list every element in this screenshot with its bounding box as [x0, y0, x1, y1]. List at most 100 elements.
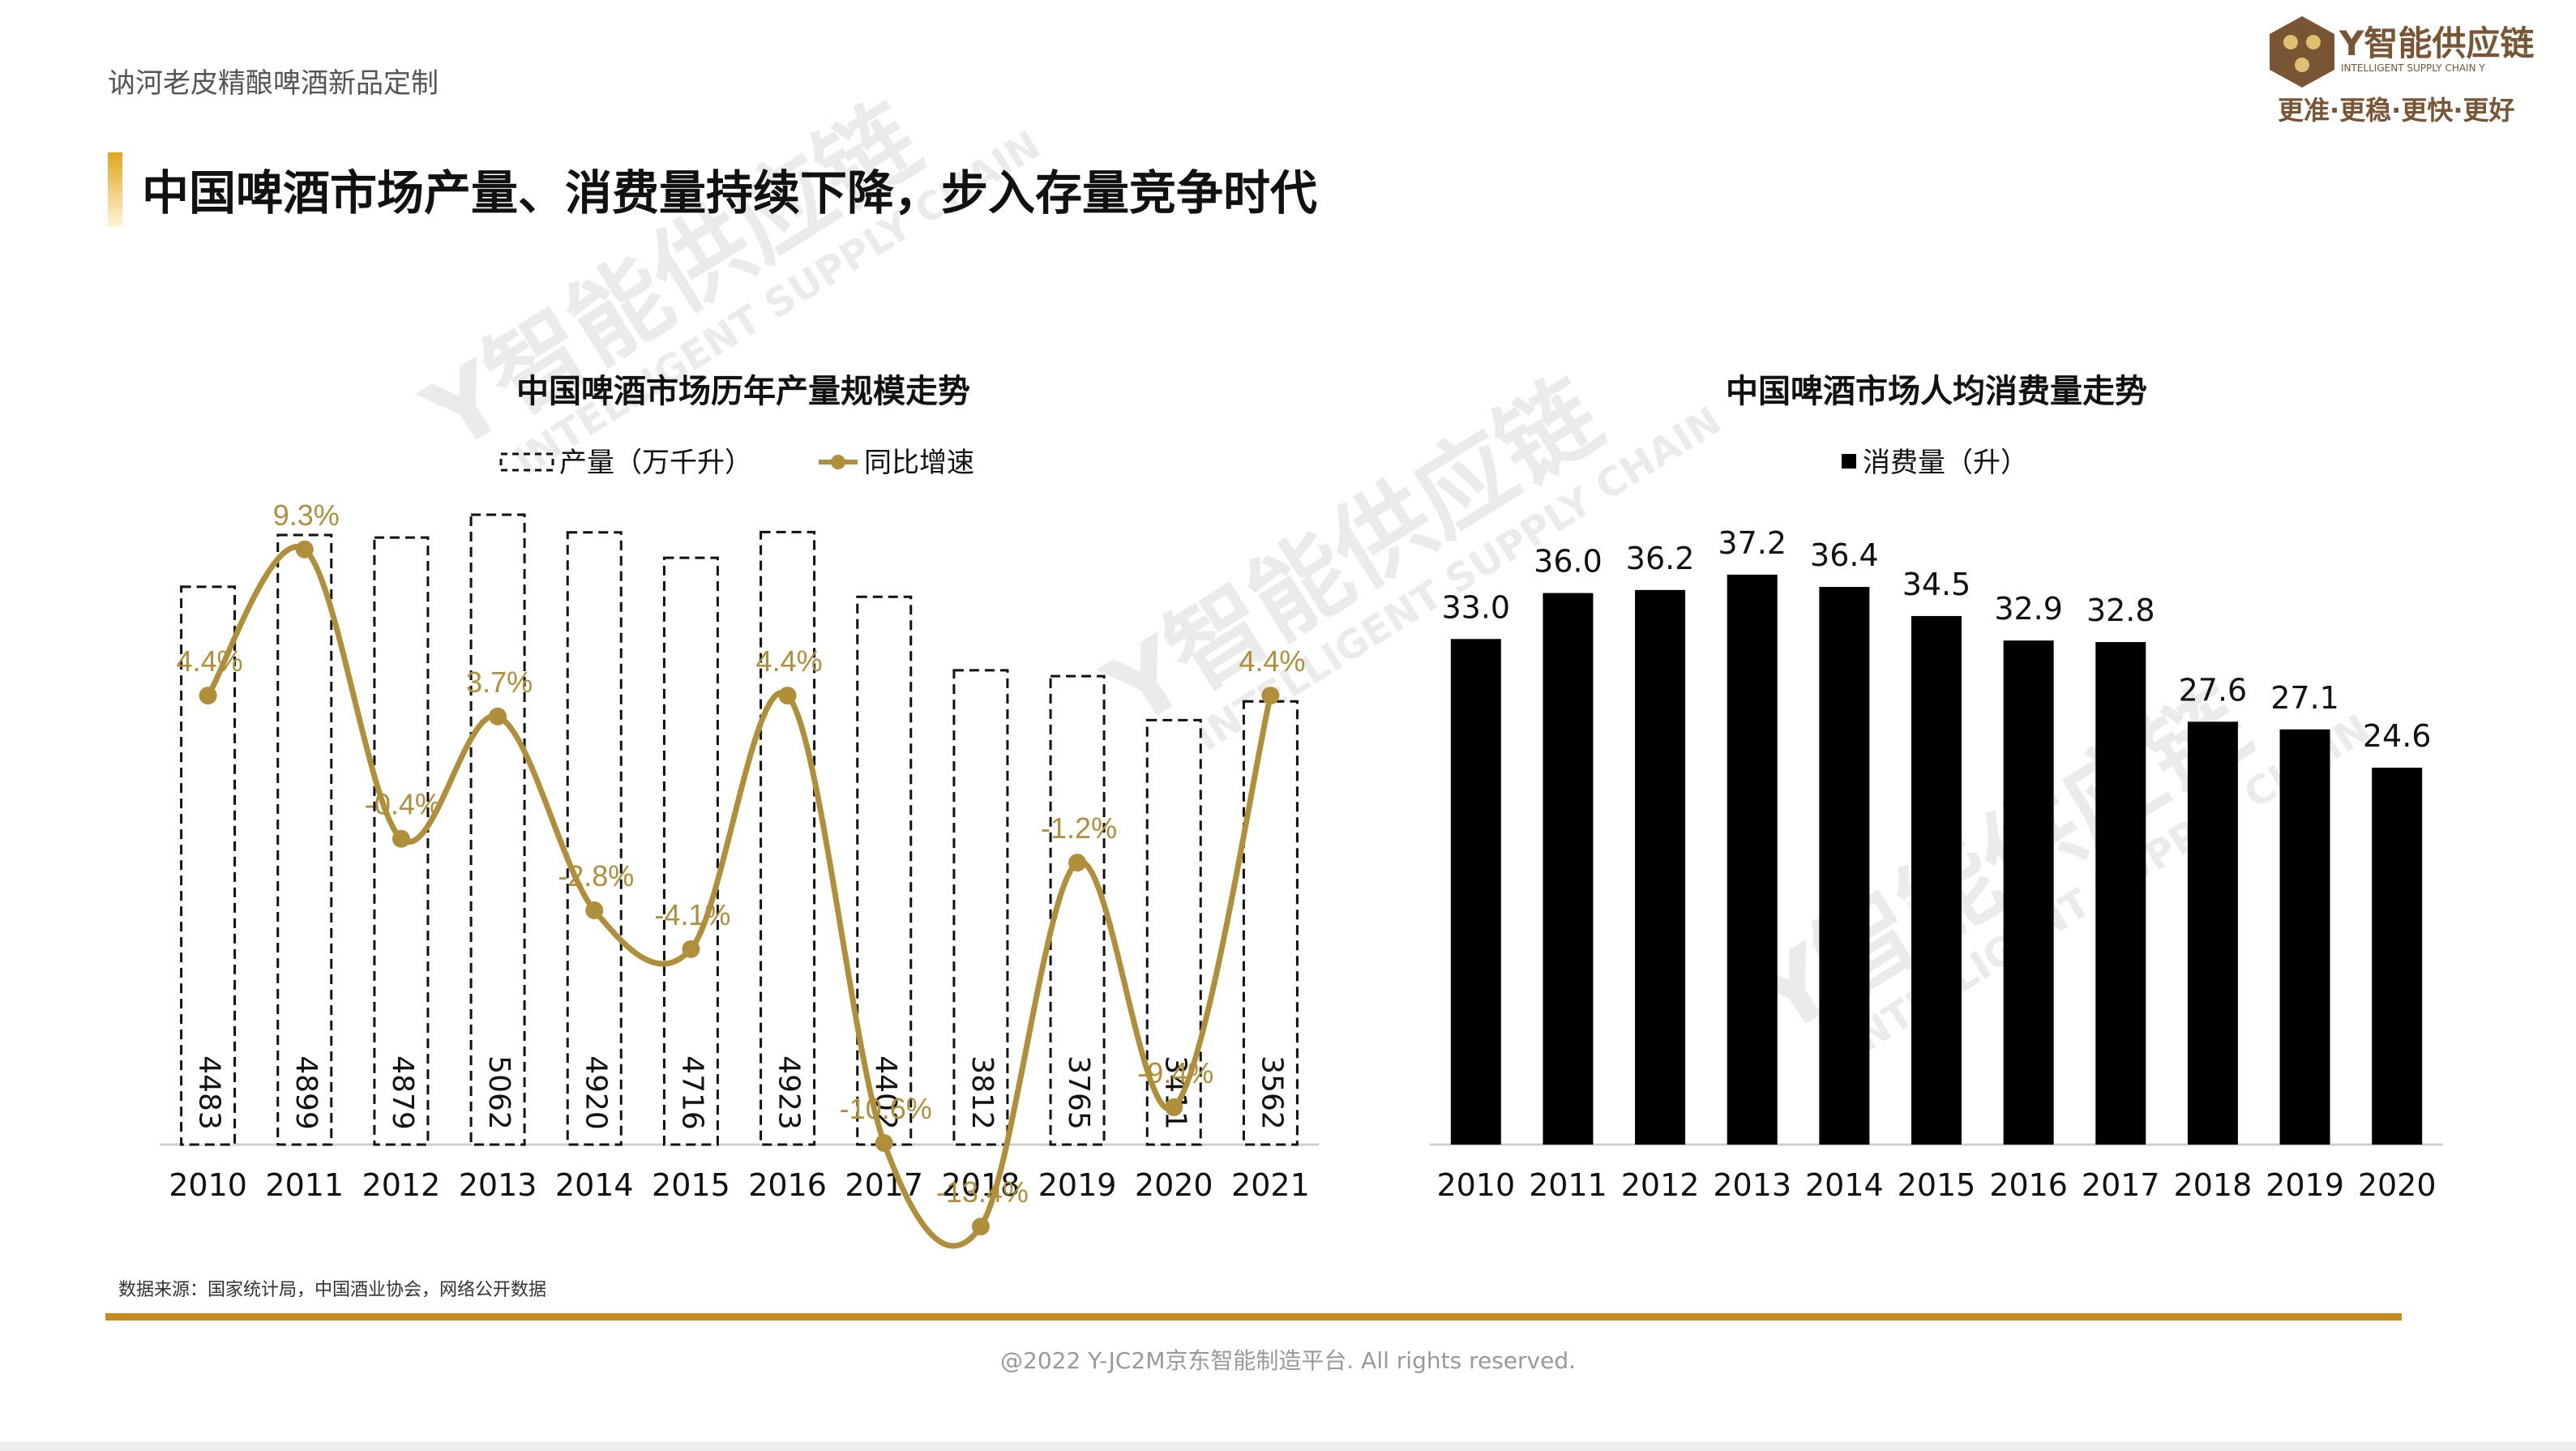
bar-value-label: 34.5: [1902, 567, 1971, 602]
bar-value-label: 3765: [1062, 1055, 1095, 1130]
bar-value-label: 3562: [1255, 1055, 1288, 1130]
bar-value-label: 4483: [193, 1055, 226, 1130]
bar-value-label: 36.2: [1626, 541, 1695, 576]
bar-consumption: [1819, 587, 1870, 1145]
brand-logo: Y智能供应链 INTELLIGENT SUPPLY CHAIN Y 更准·更稳·…: [2270, 16, 2534, 126]
bar-value-label: 3812: [965, 1055, 999, 1130]
x-tick-label: 2021: [1231, 1167, 1310, 1203]
growth-value-label: -9.4%: [1137, 1056, 1213, 1089]
bar-value-label: 33.0: [1442, 589, 1511, 625]
bar-value-label: 32.8: [2086, 593, 2155, 628]
bar-production: [1049, 674, 1106, 1146]
growth-marker: [682, 940, 700, 958]
x-tick-label: 2011: [265, 1167, 344, 1203]
bar-value-label: 36.4: [1810, 537, 1879, 573]
growth-value-label: -2.8%: [558, 859, 634, 892]
bar-value-label: 27.1: [2270, 680, 2339, 716]
bar-production: [662, 556, 719, 1146]
x-tick-label: 2010: [169, 1167, 247, 1203]
legend-swatch-consumption: [1842, 454, 1856, 469]
project-title: 讷河老皮精酿啤酒新品定制: [108, 68, 439, 99]
legend-label-consumption: 消费量（升）: [1863, 447, 2028, 479]
growth-value-label: 4.4%: [756, 644, 823, 678]
bar-value-label: 4920: [579, 1055, 612, 1130]
growth-marker: [875, 1134, 893, 1153]
brand-hexagon-icon: [2270, 16, 2334, 88]
x-tick-label: 2013: [1713, 1167, 1791, 1203]
brand-subtitle: INTELLIGENT SUPPLY CHAIN Y: [2341, 62, 2485, 74]
x-tick-label: 2012: [1621, 1167, 1700, 1203]
bar-value-label: 4923: [772, 1055, 806, 1130]
brand-dot-icon: [2283, 35, 2298, 49]
bar-production: [180, 585, 237, 1146]
bar-production: [276, 533, 333, 1146]
growth-marker: [971, 1218, 990, 1236]
bar-production: [760, 530, 816, 1146]
bar-production: [952, 669, 1009, 1146]
chart-title: 中国啤酒市场人均消费量走势: [1726, 373, 2147, 410]
x-tick-label: 2013: [459, 1167, 537, 1203]
growth-value-label: -1.2%: [1041, 811, 1117, 845]
bar-consumption: [2095, 642, 2146, 1145]
growth-marker: [392, 829, 410, 848]
x-tick-label: 2010: [1436, 1167, 1515, 1203]
bar-value-label: 4879: [386, 1055, 419, 1130]
bar-consumption: [2187, 721, 2238, 1145]
x-tick-label: 2018: [2174, 1167, 2253, 1203]
x-tick-label: 2015: [1898, 1167, 1976, 1203]
brand-dot-icon: [2295, 58, 2309, 72]
bar-consumption: [1635, 589, 1686, 1145]
bottom-strip: [0, 1441, 2576, 1451]
brand-name: Y智能供应链: [2339, 24, 2534, 63]
x-tick-label: 2018: [942, 1167, 1021, 1203]
bar-production: [1145, 718, 1202, 1146]
bar-production: [469, 513, 526, 1146]
bar-value-label: 4716: [675, 1055, 708, 1130]
brand-slogan: 更准·更稳·更快·更好: [2278, 95, 2514, 126]
growth-marker: [199, 687, 217, 705]
legend-label-growth: 同比增速: [864, 447, 974, 479]
chart-legend: 消费量（升）: [1842, 447, 2028, 479]
x-tick-label: 2017: [2082, 1167, 2160, 1203]
bar-value-label: 27.6: [2179, 672, 2248, 708]
growth-marker: [1068, 854, 1087, 872]
title-accent-bar: [108, 152, 122, 227]
x-tick-label: 2015: [652, 1167, 730, 1203]
x-tick-label: 2020: [2358, 1167, 2437, 1203]
copyright: @2022 Y-JC2M京东智能制造平台. All rights reserve…: [1000, 1347, 1576, 1374]
brand-dot-icon: [2306, 35, 2321, 49]
x-tick-label: 2019: [2266, 1167, 2344, 1203]
bar-value-label: 24.6: [2363, 718, 2432, 754]
growth-marker: [778, 687, 797, 705]
x-tick-label: 2011: [1529, 1167, 1607, 1203]
growth-value-label: 4.4%: [177, 644, 243, 678]
chart-title: 中国啤酒市场历年产量规模走势: [516, 373, 970, 410]
growth-value-label: -4.1%: [654, 898, 730, 931]
growth-value-label: 4.4%: [1239, 644, 1305, 678]
x-tick-label: 2014: [555, 1167, 634, 1203]
slide-title: 中国啤酒市场产量、消费量持续下降，步入存量竞争时代: [142, 165, 1317, 220]
bar-value-label: 36.0: [1534, 544, 1603, 580]
x-tick-label: 2020: [1135, 1167, 1213, 1203]
growth-marker: [585, 901, 604, 920]
x-tick-label: 2016: [1989, 1167, 2068, 1203]
bar-consumption: [1543, 593, 1594, 1145]
bar-production: [856, 595, 913, 1146]
growth-marker: [489, 707, 507, 726]
growth-value-label: 9.3%: [273, 499, 340, 532]
bar-consumption: [2003, 640, 2054, 1145]
bar-value-label: 32.9: [1994, 591, 2063, 627]
bar-value-label: 5062: [482, 1055, 516, 1130]
growth-marker: [1165, 1098, 1183, 1116]
footer-divider: [105, 1313, 2402, 1320]
x-tick-label: 2014: [1805, 1167, 1884, 1203]
bar-consumption: [2279, 729, 2330, 1145]
bar-consumption: [1727, 574, 1778, 1145]
growth-value-label: -10.6%: [840, 1092, 932, 1125]
x-tick-label: 2016: [748, 1167, 827, 1203]
growth-value-label: 3.7%: [466, 666, 533, 699]
x-tick-label: 2019: [1038, 1167, 1117, 1203]
